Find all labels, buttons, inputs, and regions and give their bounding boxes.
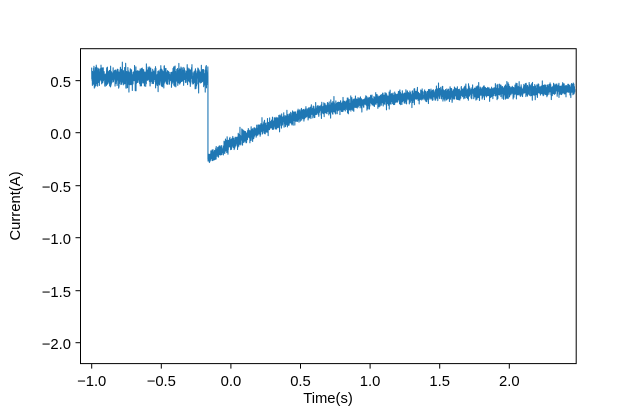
svg-text:2.0: 2.0: [499, 374, 520, 390]
svg-text:0.5: 0.5: [50, 75, 71, 91]
svg-text:0.0: 0.0: [221, 374, 242, 390]
svg-text:−1.0: −1.0: [42, 232, 71, 248]
svg-text:1.5: 1.5: [429, 374, 450, 390]
svg-text:Current(A): Current(A): [8, 171, 24, 240]
svg-text:−0.5: −0.5: [42, 180, 71, 196]
svg-text:0.5: 0.5: [290, 374, 311, 390]
svg-text:0.0: 0.0: [50, 127, 71, 143]
svg-text:−2.0: −2.0: [42, 337, 71, 353]
svg-text:−1.0: −1.0: [77, 374, 106, 390]
svg-text:1.0: 1.0: [360, 374, 381, 390]
svg-text:−1.5: −1.5: [42, 285, 71, 301]
svg-text:Time(s): Time(s): [303, 391, 353, 407]
svg-text:−0.5: −0.5: [147, 374, 176, 390]
